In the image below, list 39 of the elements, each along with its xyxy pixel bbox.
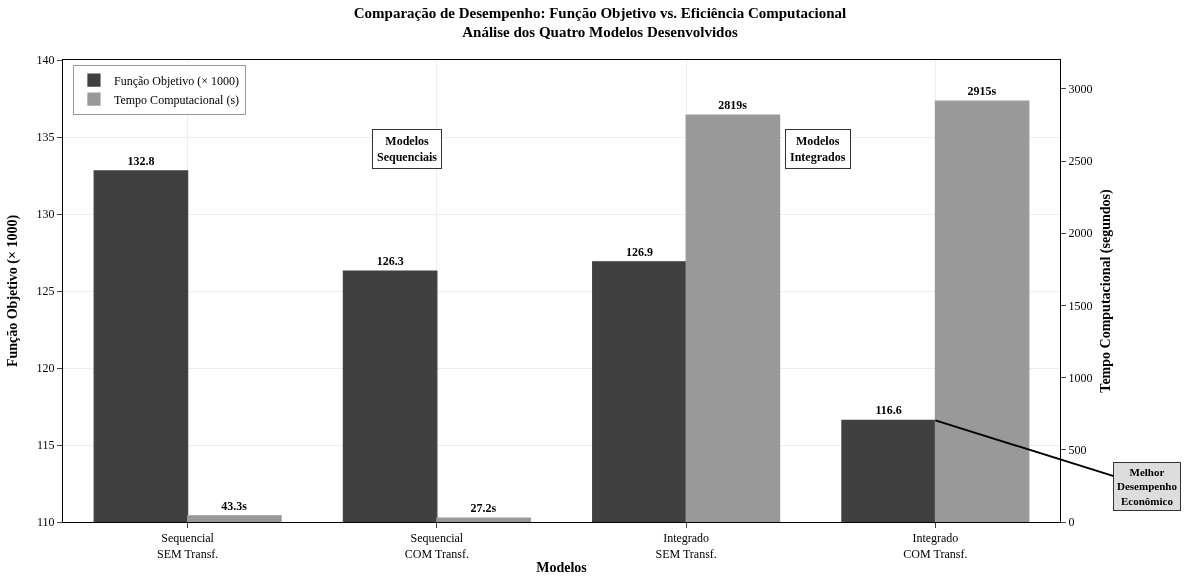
y2-tick-label: 1000 — [1068, 370, 1093, 385]
chart-title: Comparação de Desempenho: Função Objetivo vs. Eficiência Computacional Análise dos Quatro Modelos Desenvolvidos — [353, 4, 847, 41]
y-tick-label: 110 — [37, 515, 55, 530]
bar — [436, 517, 531, 522]
y-tick-label: 130 — [36, 207, 55, 222]
y-tick-label: 115 — [37, 438, 55, 453]
data-label: 2915s — [967, 84, 997, 99]
legend-label: Tempo Computacional (s) — [113, 92, 240, 107]
annotation: Melhor Desempenho Econômico — [1117, 466, 1178, 507]
bar — [934, 100, 1030, 522]
y-tick-label: 140 — [36, 53, 55, 68]
data-label: 116.6 — [875, 403, 902, 418]
x-tick-label: Integrado COM Transf. — [903, 531, 968, 561]
data-label: 2819s — [718, 98, 748, 113]
text: Sequenciais — [377, 149, 438, 164]
bar — [187, 515, 282, 522]
text: Modelos — [536, 560, 587, 576]
data-label: 126.3 — [376, 253, 404, 268]
y2-tick-label: 2500 — [1068, 154, 1093, 169]
y2-tick-label: 3000 — [1068, 82, 1093, 97]
y-tick-label: 120 — [36, 361, 55, 376]
data-label: 27.2s — [470, 501, 497, 516]
legend-label: Função Objetivo (× 1000) — [113, 73, 240, 88]
y2-tick-label: 0 — [1068, 515, 1075, 530]
y-tick-label: 135 — [36, 130, 55, 145]
y2-axis-title: Tempo Computacional (segundos) — [1097, 189, 1114, 393]
x-axis-title: Modelos — [385, 134, 429, 148]
x-tick-label: Sequencial COM Transf. — [404, 531, 469, 561]
data-label: 132.8 — [127, 153, 155, 168]
y2-tick-label: 2000 — [1068, 226, 1093, 241]
y2-tick-label: 1500 — [1068, 298, 1093, 313]
y2-tick-label: 500 — [1068, 443, 1087, 458]
annotation: Modelos Integrados — [790, 134, 846, 164]
y-axis-title: Função Objetivo (× 1000) — [5, 214, 22, 368]
x-tick-label: Sequencial SEM Transf. — [156, 531, 219, 561]
y-tick-label: 125 — [36, 284, 55, 299]
data-label: 43.3s — [221, 498, 248, 513]
x-tick-label: Integrado SEM Transf. — [655, 531, 717, 561]
data-label: 126.9 — [625, 244, 653, 259]
